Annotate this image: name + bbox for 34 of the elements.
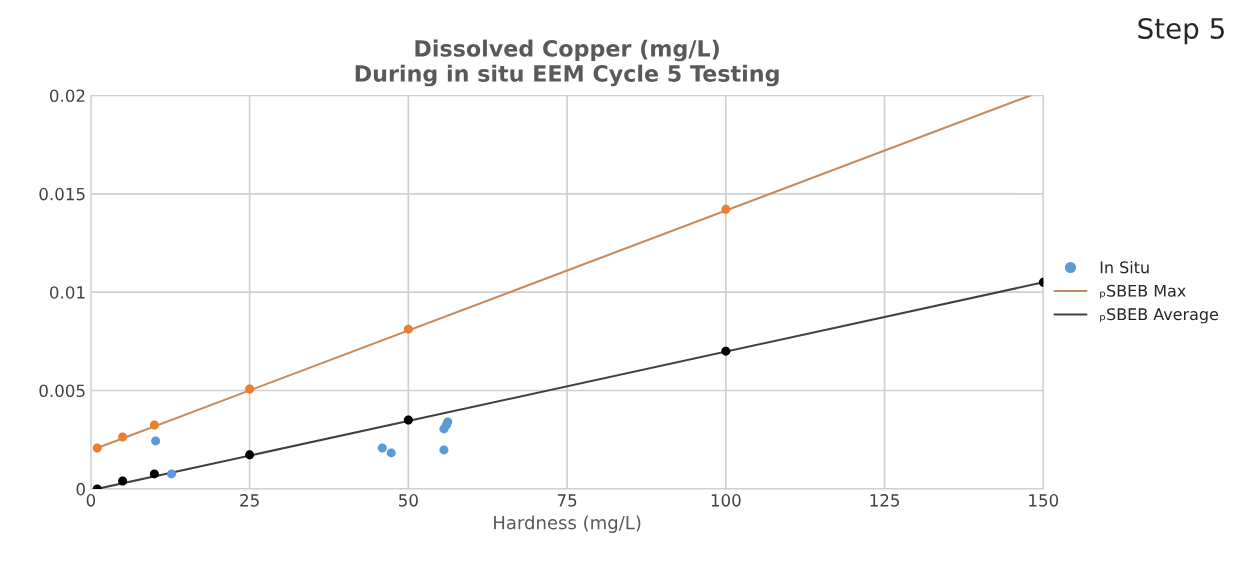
point (149, 469, 159, 479)
x-tick-label: 125 (870, 494, 900, 507)
y-tick-label: 0.005 (39, 384, 85, 398)
point (149, 420, 159, 430)
legend-label: ₚSBEB Max (1100, 284, 1186, 299)
point (377, 443, 387, 453)
y-tick-label: 0.01 (50, 286, 85, 299)
y-tick-label: 0 (76, 482, 85, 496)
x-axis-title: Hardness (mg/L) (494, 515, 641, 533)
point (92, 443, 102, 453)
point (386, 448, 396, 458)
legend-label: ₚSBEB Average (1100, 308, 1219, 324)
x-tick-label: 50 (399, 494, 418, 507)
chart-title: Dissolved Copper (mg/L) During in situ EEM Cycle 5 Testing (355, 39, 779, 87)
x-tick-label: 150 (1029, 494, 1059, 507)
point (403, 324, 413, 334)
point (118, 476, 128, 486)
point (721, 204, 731, 214)
x-tick-label: 25 (240, 494, 259, 507)
point (245, 384, 255, 394)
text: Step 5 (1138, 17, 1224, 45)
legend-label: In Situ (1100, 260, 1149, 274)
y-tick-label: 0.015 (39, 187, 85, 201)
point (151, 436, 161, 446)
point (167, 469, 177, 479)
point (403, 415, 413, 425)
x-tick-label: 0 (86, 494, 96, 507)
point (439, 445, 449, 455)
point (118, 432, 128, 442)
y-tick-label: 0.02 (50, 89, 85, 103)
point (721, 346, 731, 356)
point (245, 450, 255, 460)
x-tick-label: 100 (711, 494, 741, 507)
x-tick-label: 75 (557, 494, 577, 507)
